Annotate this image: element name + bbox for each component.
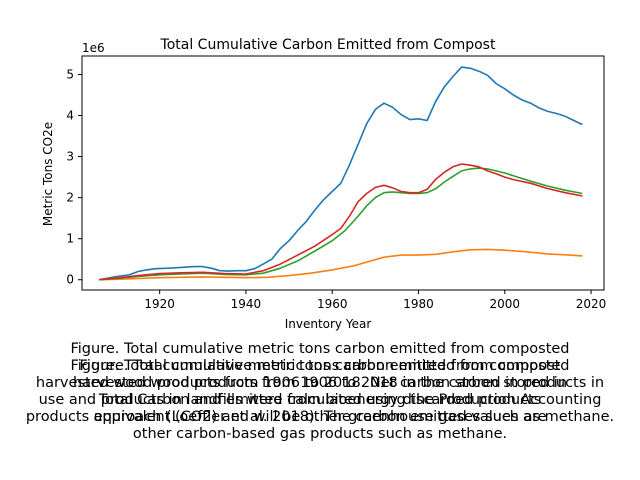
- y-scale-label: 1e6: [82, 41, 105, 55]
- y-tick-label: 5: [66, 67, 74, 81]
- series-line-4: [99, 163, 583, 281]
- x-tick-label: 1940: [231, 297, 262, 311]
- x-tick-label: 1960: [317, 297, 348, 311]
- caption-line: use and products in landfills were calcu…: [38, 392, 602, 408]
- x-tick-label: 2020: [576, 297, 607, 311]
- caption-line: other carbon-based gas products such as …: [132, 426, 508, 442]
- y-tick-label: 0: [66, 273, 74, 287]
- y-tick-label: 2: [66, 191, 74, 205]
- caption-line: Total Carbon and emitted from bioenergy …: [98, 392, 542, 408]
- y-tick-label: 1: [66, 232, 74, 246]
- y-ticks: 0 1 2 3 4 5: [66, 67, 82, 287]
- series-line-1: [99, 66, 583, 281]
- plot-frame: [81, 55, 605, 291]
- y-tick-label: 4: [66, 109, 74, 123]
- x-tick-label: 1920: [144, 297, 175, 311]
- x-axis-label: Inventory Year: [285, 317, 372, 331]
- caption-line: approach (Loeffler et al. 2018). The car…: [93, 409, 547, 425]
- chart-title: Total Cumulative Carbon Emitted from Com…: [160, 37, 496, 53]
- x-tick-label: 1980: [403, 297, 434, 311]
- caption-line: harvested wood products from 1906 to 201…: [72, 375, 568, 391]
- y-axis-label: Metric Tons CO2e: [41, 122, 55, 226]
- line-chart: Total Cumulative Carbon Emitted from Com…: [41, 37, 606, 331]
- caption-line: harvested wood products from 1906 to 201…: [35, 375, 605, 391]
- x-tick-label: 2000: [490, 297, 521, 311]
- series-line-3: [99, 167, 583, 281]
- caption-line: Figure. Total cumulative metric tons car…: [70, 358, 570, 374]
- series-line-2: [99, 248, 583, 281]
- x-ticks: 1920 1940 1960 1980 2000 2020: [144, 290, 606, 311]
- y-tick-label: 3: [66, 150, 74, 164]
- series-group: [99, 66, 583, 281]
- caption-line: products equivalent (CO2) and will be ot…: [25, 409, 615, 425]
- caption-line: Figure. Total cumulative metric tons car…: [79, 358, 561, 374]
- figure-caption: Figure. Total cumulative metric tons car…: [70, 341, 570, 357]
